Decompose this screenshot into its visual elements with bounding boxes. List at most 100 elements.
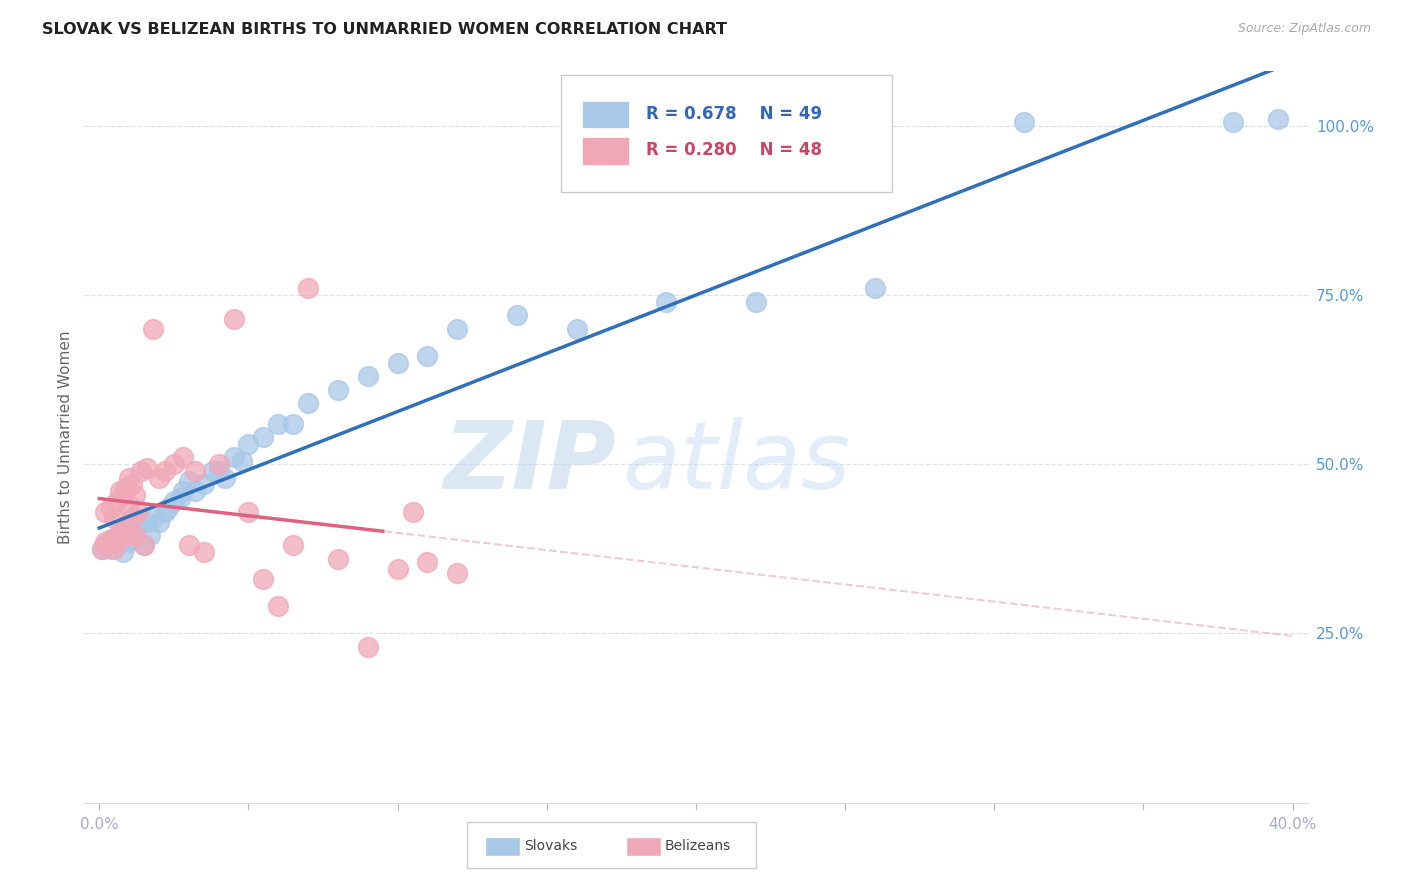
Point xyxy=(105,538,128,552)
Point xyxy=(172,484,194,499)
Point xyxy=(283,538,305,552)
Point xyxy=(94,505,117,519)
Point xyxy=(115,518,138,533)
Point xyxy=(100,532,122,546)
Point xyxy=(115,481,138,495)
Point xyxy=(416,555,439,569)
Point xyxy=(112,545,135,559)
Point xyxy=(136,515,159,529)
Text: R = 0.280    N = 48: R = 0.280 N = 48 xyxy=(645,141,823,160)
Point xyxy=(121,528,143,542)
Point xyxy=(103,532,125,546)
Point xyxy=(446,322,468,336)
Point xyxy=(142,322,165,336)
Point xyxy=(153,505,176,519)
Point xyxy=(357,640,380,654)
Point xyxy=(124,528,146,542)
Point xyxy=(124,488,146,502)
Point xyxy=(177,538,200,552)
Point xyxy=(148,471,170,485)
Point xyxy=(91,541,114,556)
Point xyxy=(184,484,207,499)
Point xyxy=(127,505,149,519)
Point xyxy=(207,457,229,471)
Point xyxy=(222,311,245,326)
Text: R = 0.678    N = 49: R = 0.678 N = 49 xyxy=(645,104,823,123)
Point xyxy=(401,505,423,519)
Point xyxy=(112,528,135,542)
Point xyxy=(172,450,194,465)
Bar xyxy=(582,137,628,165)
Point xyxy=(132,538,155,552)
FancyBboxPatch shape xyxy=(561,75,891,192)
Point xyxy=(267,599,290,614)
Text: atlas: atlas xyxy=(623,417,851,508)
Point xyxy=(103,511,125,525)
Point xyxy=(118,471,141,485)
Point xyxy=(142,511,165,525)
Point xyxy=(115,532,138,546)
Point xyxy=(129,464,152,478)
Point xyxy=(177,474,200,488)
Point xyxy=(214,471,236,485)
Point xyxy=(297,396,319,410)
Point xyxy=(108,524,131,539)
Bar xyxy=(582,101,628,128)
Point xyxy=(108,484,131,499)
Point xyxy=(252,430,274,444)
Point xyxy=(357,369,380,384)
Point xyxy=(121,477,143,491)
Point xyxy=(139,528,162,542)
Point xyxy=(118,498,141,512)
Point xyxy=(105,494,128,508)
Point xyxy=(97,535,120,549)
Point xyxy=(97,538,120,552)
Point xyxy=(105,535,128,549)
Point xyxy=(156,501,179,516)
Point xyxy=(238,505,260,519)
Point xyxy=(201,464,224,478)
Text: SLOVAK VS BELIZEAN BIRTHS TO UNMARRIED WOMEN CORRELATION CHART: SLOVAK VS BELIZEAN BIRTHS TO UNMARRIED W… xyxy=(42,22,727,37)
Text: Belizeans: Belizeans xyxy=(665,838,731,853)
Text: Slovaks: Slovaks xyxy=(524,838,578,853)
Point xyxy=(252,572,274,586)
Point xyxy=(416,349,439,363)
Text: ZIP: ZIP xyxy=(443,417,616,508)
Text: Source: ZipAtlas.com: Source: ZipAtlas.com xyxy=(1237,22,1371,36)
Point xyxy=(506,308,529,322)
Point xyxy=(655,294,678,309)
Point xyxy=(1222,115,1244,129)
Point xyxy=(112,488,135,502)
Point xyxy=(103,541,125,556)
Point xyxy=(387,562,409,576)
Point xyxy=(222,450,245,465)
Point xyxy=(193,477,215,491)
Point xyxy=(118,535,141,549)
Point xyxy=(94,538,117,552)
Point xyxy=(565,322,588,336)
Point xyxy=(326,383,349,397)
Point xyxy=(100,541,122,556)
Point xyxy=(108,535,131,549)
Point xyxy=(184,464,207,478)
Point xyxy=(91,541,114,556)
Point xyxy=(132,538,155,552)
Point xyxy=(231,454,253,468)
Point xyxy=(100,501,122,516)
Point xyxy=(446,566,468,580)
Point xyxy=(267,417,290,431)
Point xyxy=(163,494,186,508)
Point xyxy=(169,491,191,505)
Point xyxy=(163,457,186,471)
Point xyxy=(207,464,229,478)
Point xyxy=(148,515,170,529)
Point xyxy=(1267,112,1289,126)
Point xyxy=(326,552,349,566)
Point xyxy=(283,417,305,431)
Point xyxy=(118,528,141,542)
Point xyxy=(193,545,215,559)
Point xyxy=(124,532,146,546)
Point xyxy=(387,355,409,369)
Point xyxy=(136,460,159,475)
Point xyxy=(127,518,149,533)
